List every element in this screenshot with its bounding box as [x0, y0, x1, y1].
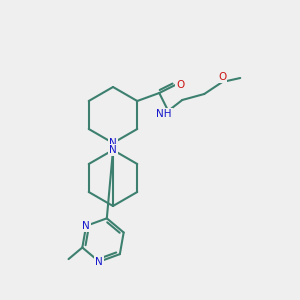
Text: N: N: [82, 221, 90, 231]
Text: NH: NH: [157, 109, 172, 119]
Text: N: N: [109, 145, 117, 155]
Text: O: O: [218, 72, 226, 82]
Text: O: O: [176, 80, 184, 90]
Text: N: N: [95, 257, 103, 267]
Text: N: N: [109, 138, 117, 148]
